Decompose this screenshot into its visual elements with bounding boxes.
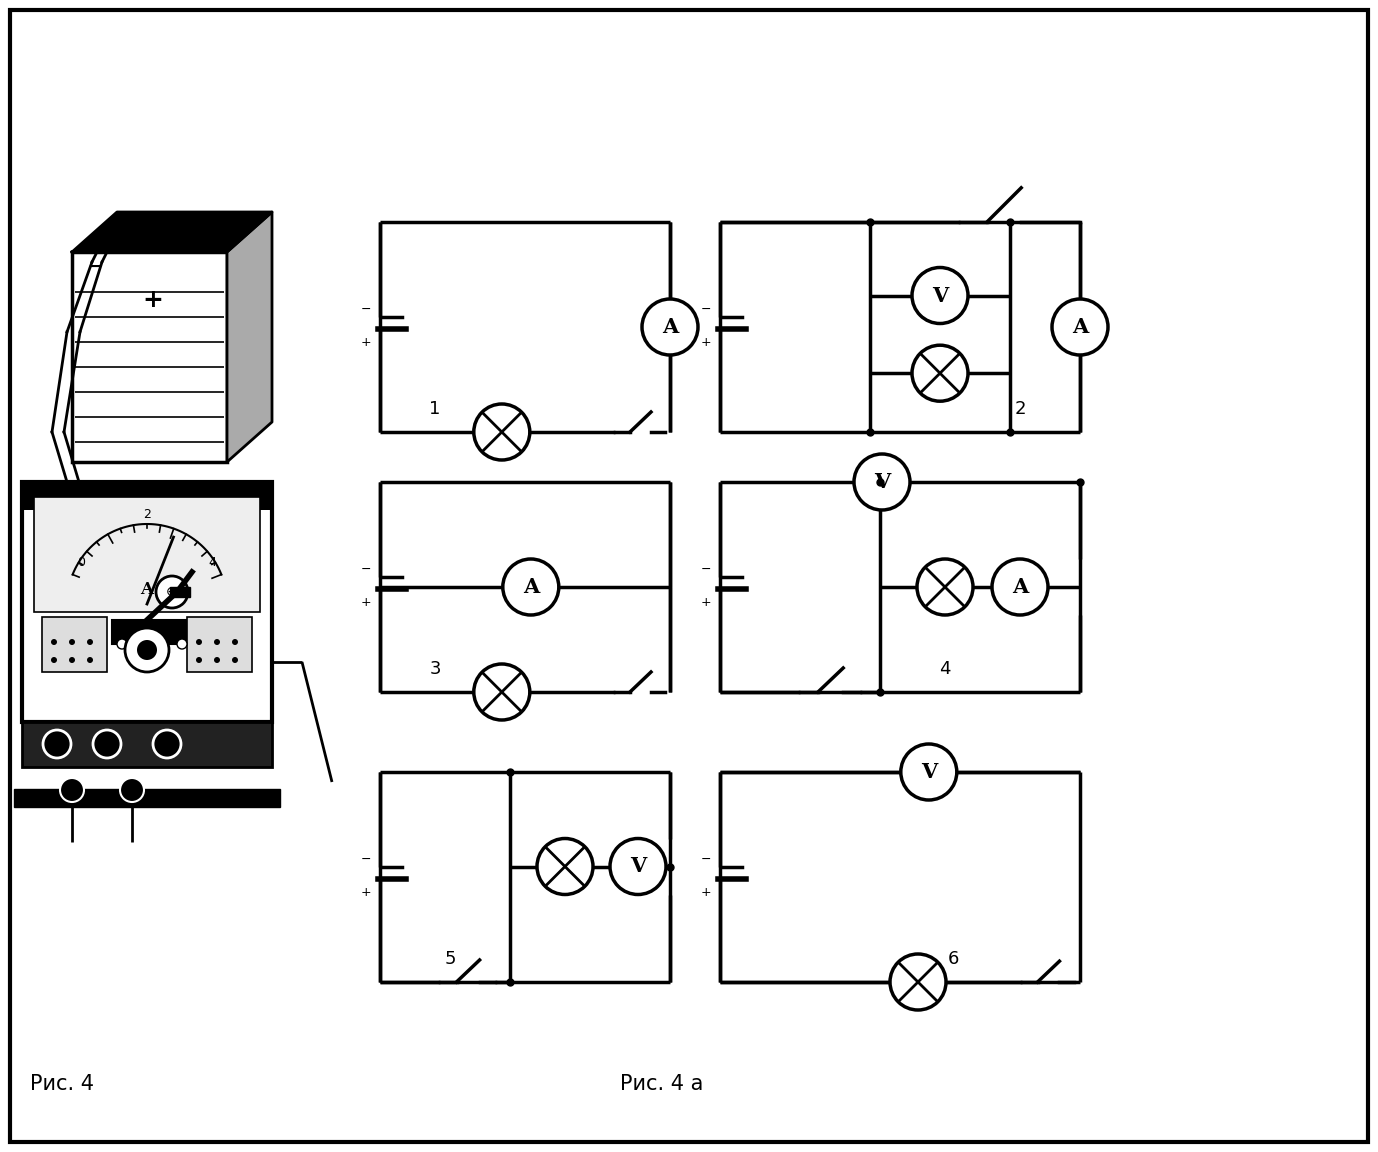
Bar [72, 252, 227, 462]
Circle shape [157, 639, 167, 649]
Circle shape [854, 454, 909, 510]
Polygon shape [227, 212, 271, 462]
Circle shape [196, 639, 203, 645]
Circle shape [125, 628, 169, 672]
Bar [187, 617, 252, 672]
Text: ⊕: ⊕ [167, 585, 178, 599]
Text: A: A [1011, 577, 1028, 597]
Circle shape [610, 839, 666, 894]
Text: 2: 2 [1016, 400, 1027, 418]
Text: +: + [361, 887, 371, 900]
Circle shape [51, 639, 56, 645]
Text: −: − [361, 852, 371, 865]
Circle shape [232, 657, 238, 664]
Circle shape [901, 744, 956, 799]
Circle shape [43, 730, 72, 758]
Circle shape [642, 300, 699, 355]
Text: 0: 0 [77, 555, 85, 569]
Text: 6: 6 [947, 950, 959, 968]
Bar [22, 482, 271, 510]
Text: A: A [661, 317, 678, 338]
Circle shape [196, 657, 203, 664]
Bar [22, 722, 271, 767]
Circle shape [120, 778, 143, 802]
Text: +: + [361, 336, 371, 349]
Text: A: A [1072, 317, 1089, 338]
Circle shape [176, 639, 187, 649]
Polygon shape [72, 212, 271, 252]
Circle shape [474, 664, 529, 720]
Text: A: A [141, 581, 153, 598]
Text: −: − [701, 303, 711, 316]
Circle shape [87, 657, 92, 664]
Text: −: − [701, 562, 711, 576]
Circle shape [214, 639, 220, 645]
Text: V: V [630, 856, 646, 877]
Bar [41, 617, 107, 672]
Bar [14, 789, 280, 808]
Circle shape [503, 559, 559, 615]
Text: +: + [142, 288, 163, 312]
Circle shape [87, 639, 92, 645]
Text: V: V [874, 472, 890, 492]
Circle shape [916, 559, 973, 615]
Text: 2: 2 [143, 508, 152, 521]
Circle shape [136, 641, 157, 660]
Text: V: V [932, 286, 948, 305]
Text: 3: 3 [430, 660, 441, 679]
Text: Рис. 4: Рис. 4 [30, 1074, 94, 1094]
Text: +: + [700, 887, 711, 900]
Circle shape [181, 226, 193, 238]
Circle shape [537, 839, 593, 894]
Text: −: − [361, 303, 371, 316]
Text: A: A [522, 577, 539, 597]
Text: −: − [361, 562, 371, 576]
Text: +: + [361, 597, 371, 609]
Circle shape [214, 657, 220, 664]
Circle shape [912, 346, 967, 401]
Circle shape [141, 226, 153, 238]
Circle shape [890, 954, 947, 1010]
Circle shape [153, 730, 181, 758]
Circle shape [92, 730, 121, 758]
Bar [169, 588, 190, 597]
Bar [34, 497, 260, 612]
Circle shape [61, 778, 84, 802]
Text: −: − [701, 852, 711, 865]
Circle shape [474, 404, 529, 460]
Text: 5: 5 [444, 950, 456, 968]
Bar [22, 482, 271, 722]
Circle shape [69, 639, 74, 645]
Text: Рис. 4 а: Рис. 4 а [620, 1074, 703, 1094]
Circle shape [51, 657, 56, 664]
Circle shape [156, 576, 187, 608]
Circle shape [232, 639, 238, 645]
Text: +: + [700, 597, 711, 609]
Circle shape [101, 226, 113, 238]
Text: +: + [700, 336, 711, 349]
Circle shape [69, 657, 74, 664]
Text: −: − [87, 258, 102, 276]
Text: V: V [921, 761, 937, 782]
Text: 1: 1 [430, 400, 441, 418]
Circle shape [912, 267, 967, 324]
Circle shape [117, 639, 127, 649]
Circle shape [1051, 300, 1108, 355]
Text: 4: 4 [208, 555, 216, 569]
Circle shape [136, 639, 147, 649]
Text: 4: 4 [940, 660, 951, 679]
Circle shape [992, 559, 1049, 615]
Bar [112, 620, 192, 644]
